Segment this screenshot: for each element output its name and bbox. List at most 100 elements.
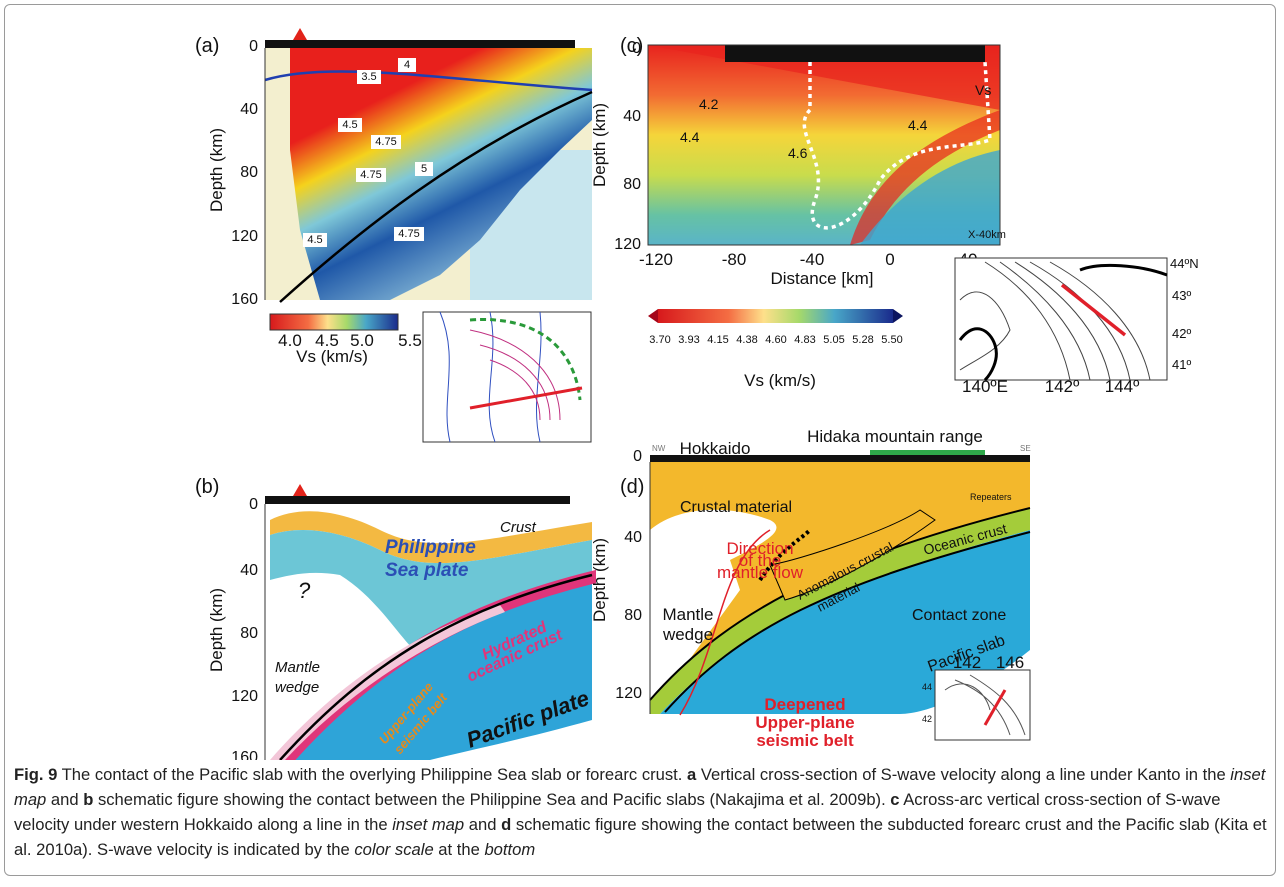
longitude-label: 140ºE xyxy=(962,377,1008,396)
profile-line xyxy=(983,689,1007,726)
y-tick-label: 80 xyxy=(240,164,258,181)
caption-emphasis: inset map xyxy=(392,815,465,834)
colorbar-tick-label: 5.05 xyxy=(823,334,844,346)
panel-c: (c) 4.2 4.4 4.6 4.4 Vs X-40km 0 40 80 12… xyxy=(590,35,1199,396)
flow-arrow xyxy=(679,529,771,716)
colorbar-title: Vs (km/s) xyxy=(744,371,816,390)
panel-ref: c xyxy=(890,790,900,809)
inset-map xyxy=(422,311,592,443)
contour-label: 4.75 xyxy=(360,169,381,181)
annotation: wedge xyxy=(275,679,319,696)
annotation: Upper-plane xyxy=(755,713,854,732)
pacific-plate xyxy=(290,580,592,760)
y-tick-label: 0 xyxy=(249,496,258,513)
caption-text: at the xyxy=(433,840,485,859)
y-axis-title: Depth (km) xyxy=(207,588,226,672)
velocity-image xyxy=(648,45,1000,245)
colorbar-tick-label: 5.50 xyxy=(881,334,902,346)
mountain-range xyxy=(870,450,985,455)
annotation: Hidaka mountain range xyxy=(807,427,983,446)
label-box xyxy=(356,168,386,182)
caption-text: and xyxy=(46,790,84,809)
annotation: wedge xyxy=(662,625,713,644)
contours xyxy=(469,329,561,421)
slab-surface xyxy=(279,90,593,303)
longitude-label: 142 xyxy=(953,653,981,672)
y-tick-label: 0 xyxy=(632,40,641,57)
contour-label: 4.4 xyxy=(908,117,928,133)
latitude-label: 42º xyxy=(1172,326,1191,341)
annotation: mantle flow xyxy=(717,563,804,582)
direction-label: NW xyxy=(652,444,666,453)
y-tick-label: 160 xyxy=(231,291,258,308)
volcano-marker xyxy=(293,484,307,496)
panel-label: (b) xyxy=(195,476,219,498)
y-tick-label: 120 xyxy=(614,236,641,253)
y-tick-label: 80 xyxy=(623,176,641,193)
caption-emphasis: color scale xyxy=(354,840,434,859)
y-axis-title: Depth (km) xyxy=(590,538,609,622)
caption-emphasis: inset map xyxy=(14,765,1266,809)
direction-label: SE xyxy=(1020,444,1031,453)
caption-text: Vertical cross-section of S-wave velocit… xyxy=(696,765,1231,784)
contour-label: 4.75 xyxy=(398,228,419,240)
contour-label: 5 xyxy=(421,163,427,175)
slab-surface xyxy=(279,573,593,760)
contour-label: 4.75 xyxy=(375,136,396,148)
inset-map xyxy=(934,669,1031,741)
figure-panels: (a) 3.5 4 4.5 4.75 4.75 5 4.5 4.75 0 4 xyxy=(195,28,1199,760)
colorbar xyxy=(658,309,893,323)
caption-text: and xyxy=(464,815,502,834)
caption-text: Across-arc vertical cross-section of S-w… xyxy=(14,790,1221,834)
contour-label: 4.5 xyxy=(342,119,357,131)
x-tick-label: -80 xyxy=(722,250,747,269)
y-tick-label: 80 xyxy=(624,607,642,624)
label-box xyxy=(357,70,381,84)
annotation: Hokkaido xyxy=(680,439,751,458)
longitude-label: 142º xyxy=(1045,377,1080,396)
colorbar-tick-label: 4.83 xyxy=(794,334,815,346)
label-box xyxy=(398,58,416,72)
y-tick-label: 40 xyxy=(624,529,642,546)
latitude-label: 41º xyxy=(1172,357,1191,372)
annotation: Mantle xyxy=(662,605,713,624)
colorbar-tick-label: 5.28 xyxy=(852,334,873,346)
surface-bar xyxy=(265,40,575,48)
panel-b: (b) Crust Philippine Sea plate ? Mantle … xyxy=(195,476,596,760)
plate-boundary xyxy=(264,70,593,92)
colorbar-arrow xyxy=(648,309,658,323)
contours xyxy=(944,674,1026,736)
colorbar-tick-label: 4.15 xyxy=(707,334,728,346)
plot-frame xyxy=(647,44,1001,246)
annotation: Philippine xyxy=(385,537,476,558)
annotation: Crust xyxy=(500,519,537,536)
caption-text: The contact of the Pacific slab with the… xyxy=(57,765,687,784)
caption: Fig. 9 The contact of the Pacific slab w… xyxy=(14,762,1270,862)
label-box xyxy=(338,118,362,132)
panel-ref: d xyxy=(501,815,512,834)
pacific-slab xyxy=(660,530,1030,714)
annotation: Mantle xyxy=(275,659,320,676)
y-axis-title: Depth (km) xyxy=(590,103,609,187)
y-axis-title: Depth (km) xyxy=(207,128,226,212)
panel-label: (d) xyxy=(620,476,644,498)
annotation: Crustal material xyxy=(680,499,792,516)
annotation: seismic belt xyxy=(756,731,854,750)
mantle-wedge xyxy=(650,509,777,714)
longitude-label: 144º xyxy=(1105,377,1140,396)
y-tick-label: 120 xyxy=(231,688,258,705)
y-tick-label: 160 xyxy=(231,749,258,760)
corner-label: Vs xyxy=(975,82,991,98)
contour-labels: 3.5 4 4.5 4.75 4.75 5 4.5 4.75 xyxy=(303,58,433,247)
caption-text: schematic figure showing the contact bet… xyxy=(14,815,1267,859)
contour-label: 4.5 xyxy=(307,234,322,246)
panel-ref: b xyxy=(83,790,94,809)
y-tick-label: 80 xyxy=(240,625,258,642)
panel-a: (a) 3.5 4 4.5 4.75 4.75 5 4.5 4.75 0 4 xyxy=(195,28,593,443)
label-box xyxy=(415,162,433,176)
annotation: Direction xyxy=(726,539,793,558)
boundary xyxy=(469,318,582,401)
oceanic-crust xyxy=(650,508,1030,714)
volcano-marker xyxy=(293,28,307,40)
